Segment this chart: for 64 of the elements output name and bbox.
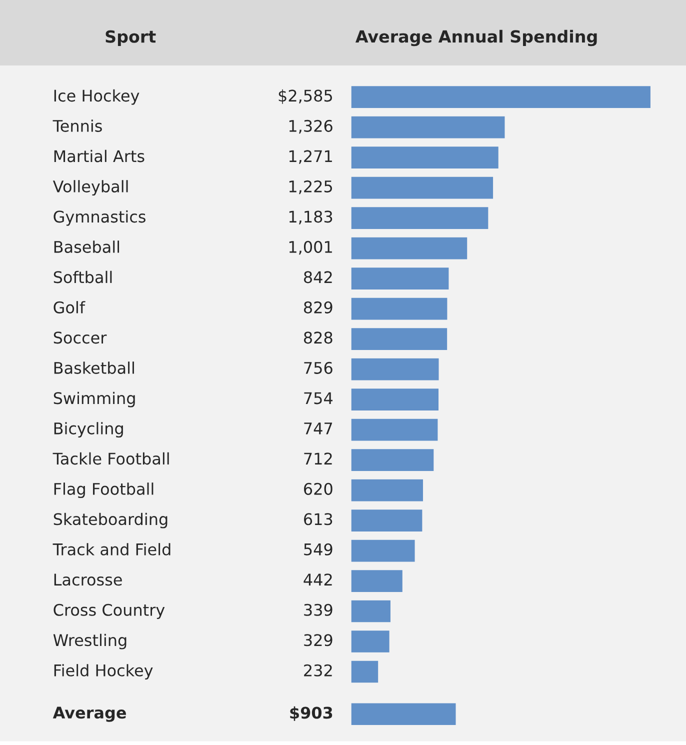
bar	[351, 570, 402, 592]
data-label: 754	[304, 392, 332, 404]
bar	[351, 86, 650, 108]
data-label: 842	[304, 271, 332, 284]
data-label: 829	[304, 301, 332, 314]
y-tick-label: Track and Field	[52, 543, 170, 556]
data-label: $903	[290, 706, 332, 721]
data-label: 549	[304, 543, 332, 556]
bar	[351, 630, 390, 652]
bar	[351, 388, 439, 410]
bar	[351, 176, 494, 199]
bar	[351, 328, 448, 350]
bar	[351, 540, 415, 562]
y-tick-label: Bicycling	[54, 422, 123, 438]
y-tick-label: Volleyball	[52, 180, 128, 196]
y-tick-label: Average	[52, 706, 126, 722]
y-tick-label: Skateboarding	[54, 512, 168, 528]
y-axis-title: Sport	[106, 30, 156, 46]
data-label: 232	[304, 664, 332, 676]
y-tick-label: Softball	[54, 270, 112, 284]
y-tick-label: Baseball	[54, 240, 120, 253]
data-label: 329	[304, 634, 332, 646]
y-tick-label: Wrestling	[53, 634, 126, 650]
y-tick-label: Ice Hockey	[54, 89, 140, 105]
data-label: 1,225	[289, 180, 332, 194]
y-tick-label: Martial Arts	[54, 150, 144, 162]
data-label: 613	[304, 513, 332, 526]
bar	[351, 298, 448, 320]
data-label: 620	[304, 482, 332, 495]
bar	[351, 116, 505, 138]
bar	[351, 418, 438, 441]
y-tick-label: Basketball	[54, 362, 134, 374]
bar	[351, 358, 439, 380]
bar	[351, 237, 468, 260]
data-label: 756	[304, 362, 332, 374]
data-label: 442	[304, 574, 332, 586]
data-label: 1,001	[289, 240, 332, 255]
bar	[351, 207, 488, 229]
data-label: 712	[304, 452, 332, 464]
y-tick-label: Golf	[54, 301, 86, 314]
y-tick-label: Cross Country	[54, 604, 165, 620]
bar	[351, 479, 423, 502]
data-label: 747	[304, 422, 332, 434]
x-axis-title: Average Annual Spending	[355, 30, 597, 46]
data-label: 1,271	[289, 150, 332, 164]
bar	[351, 660, 378, 683]
bar	[351, 268, 449, 290]
y-tick-label: Field Hockey	[54, 664, 153, 680]
y-tick-label: Flag Football	[54, 482, 154, 498]
bar	[351, 146, 498, 168]
data-label: 1,183	[289, 210, 332, 224]
data-label: $2,585	[278, 89, 332, 104]
bar	[351, 449, 434, 471]
y-tick-label: Gymnastics	[54, 210, 146, 226]
bar	[351, 510, 422, 532]
y-tick-label: Swimming	[54, 392, 135, 408]
y-tick-label: Tennis	[52, 120, 102, 132]
data-label: 828	[304, 332, 332, 344]
y-tick-label: Soccer	[54, 332, 107, 344]
y-tick-label: Tackle Football	[52, 452, 169, 465]
data-label: 1,326	[289, 120, 332, 134]
data-label: 339	[304, 604, 332, 616]
y-tick-label: Lacrosse	[54, 574, 122, 586]
bar	[351, 600, 390, 622]
